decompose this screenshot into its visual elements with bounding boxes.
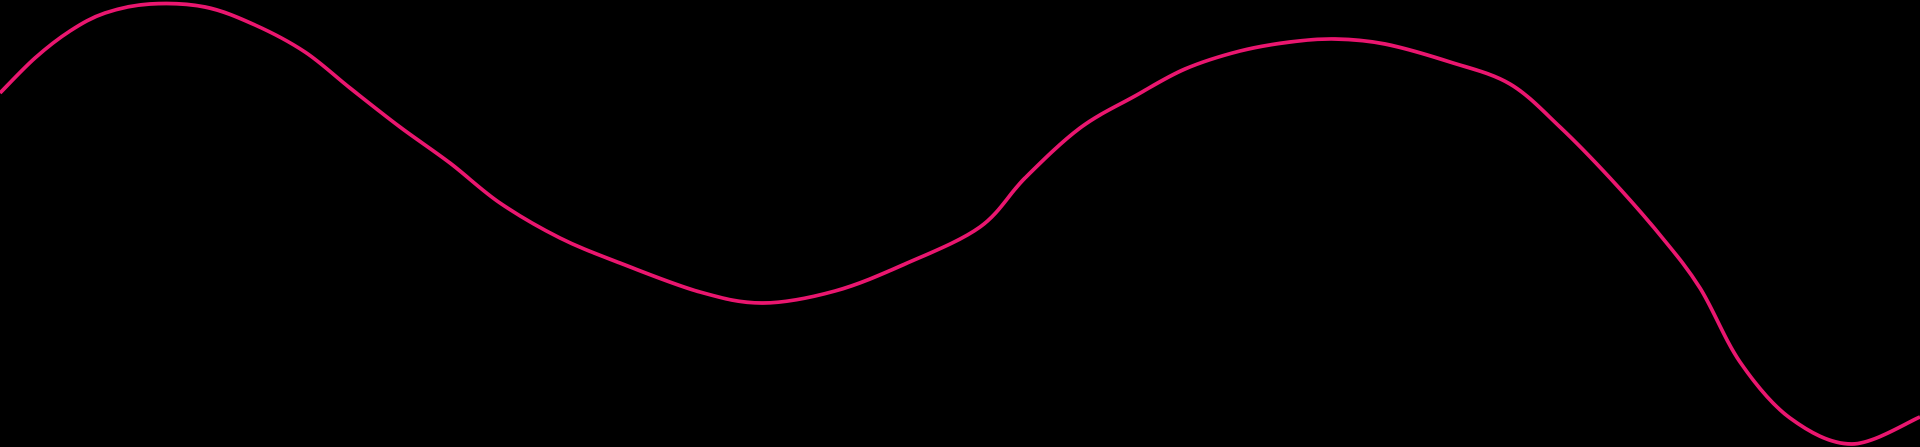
wave-curve-line [0, 1, 1920, 446]
wave-svg [0, 1, 1920, 446]
page-background [0, 0, 1920, 447]
